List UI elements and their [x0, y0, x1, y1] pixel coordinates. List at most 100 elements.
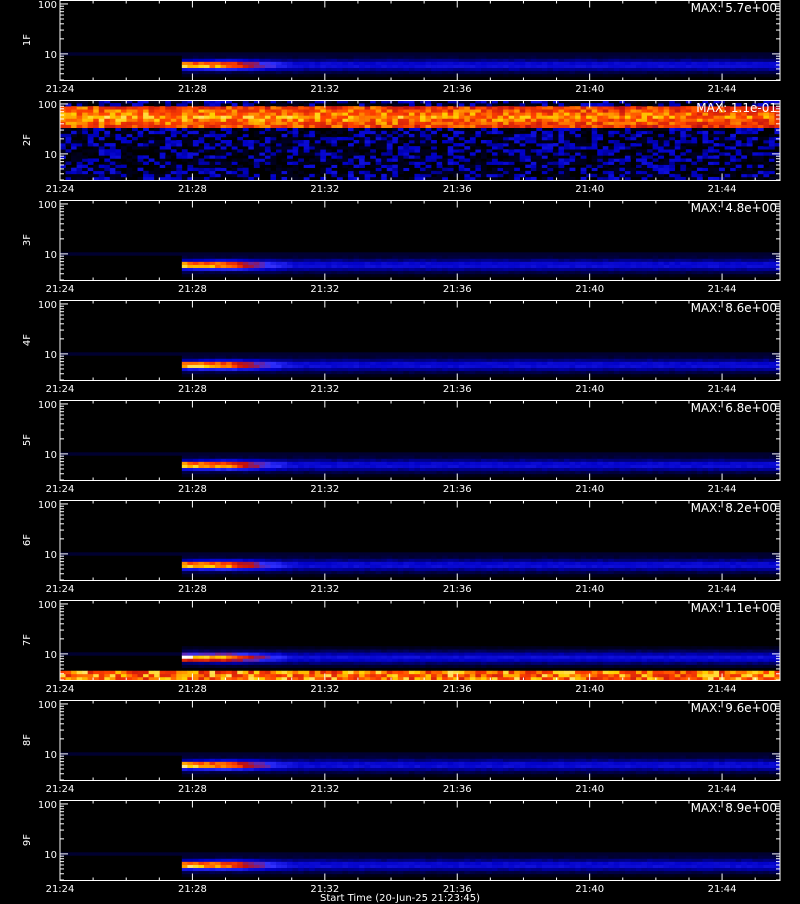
heatmap-cell [254, 65, 260, 68]
heatmap-cell [376, 365, 382, 368]
heatmap-cell [553, 174, 559, 177]
heatmap-cell [414, 352, 420, 355]
heatmap-cell [625, 112, 631, 115]
heatmap-cell [243, 177, 249, 180]
heatmap-cell [387, 165, 393, 168]
heatmap-cell [481, 165, 487, 168]
heatmap-cell [769, 265, 775, 268]
heatmap-cell [143, 171, 149, 174]
heatmap-cell [381, 109, 387, 112]
heatmap-cell [254, 122, 260, 125]
heatmap-cell [398, 134, 404, 137]
heatmap-cell [492, 140, 498, 143]
heatmap-cell [498, 58, 504, 61]
heatmap-cell [509, 146, 515, 149]
heatmap-cell [625, 274, 631, 277]
heatmap-cell [182, 112, 188, 115]
heatmap-cell [708, 162, 714, 165]
heatmap-cell [221, 65, 227, 68]
heatmap-cell [658, 68, 664, 71]
heatmap-cell [464, 58, 470, 61]
heatmap-cell [647, 262, 653, 265]
heatmap-cell [409, 149, 415, 152]
heatmap-cell [691, 262, 697, 265]
heatmap-cell [193, 62, 199, 65]
heatmap-cell [653, 122, 659, 125]
heatmap-cell [204, 58, 210, 61]
heatmap-cell [725, 140, 731, 143]
heatmap-cell [392, 158, 398, 161]
heatmap-cell [265, 58, 271, 61]
heatmap-cell [149, 125, 155, 128]
heatmap-cell [647, 162, 653, 165]
heatmap-cell [348, 74, 354, 77]
heatmap-cell [77, 252, 83, 255]
heatmap-cell [198, 355, 204, 358]
heatmap-cell [752, 171, 758, 174]
heatmap-cell [664, 258, 670, 261]
heatmap-cell [702, 258, 708, 261]
heatmap-cell [198, 74, 204, 77]
heatmap-cell [171, 131, 177, 134]
heatmap-cell [387, 71, 393, 74]
heatmap-cell [398, 74, 404, 77]
heatmap-cell [642, 255, 648, 258]
heatmap-cell [221, 258, 227, 261]
heatmap-cell [287, 140, 293, 143]
heatmap-cell [270, 374, 276, 377]
heatmap-cell [387, 74, 393, 77]
heatmap-cell [719, 262, 725, 265]
heatmap-cell [370, 106, 376, 109]
heatmap-cell [758, 165, 764, 168]
heatmap-cell [126, 152, 132, 155]
heatmap-cell [359, 58, 365, 61]
heatmap-cell [365, 122, 371, 125]
heatmap-cell [93, 112, 99, 115]
heatmap-cell [259, 358, 265, 361]
heatmap-cell [376, 118, 382, 121]
heatmap-cell [420, 258, 426, 261]
heatmap-cell [597, 152, 603, 155]
heatmap-cell [658, 140, 664, 143]
heatmap-cell [348, 71, 354, 74]
heatmap-cell [370, 122, 376, 125]
heatmap-cell [547, 68, 553, 71]
heatmap-cell [93, 252, 99, 255]
heatmap-cell [99, 146, 105, 149]
heatmap-cell [625, 268, 631, 271]
heatmap-cell [326, 355, 332, 358]
heatmap-cell [193, 274, 199, 277]
heatmap-cell [658, 122, 664, 125]
heatmap-cell [403, 52, 409, 55]
heatmap-cell [370, 177, 376, 180]
heatmap-cell [470, 109, 476, 112]
heatmap-cell [570, 128, 576, 131]
heatmap-cell [287, 265, 293, 268]
heatmap-cell [232, 355, 238, 358]
heatmap-cell [774, 125, 780, 128]
heatmap-cell [702, 137, 708, 140]
heatmap-cell [210, 368, 216, 371]
heatmap-cell [647, 55, 653, 58]
heatmap-cell [298, 68, 304, 71]
heatmap-cell [758, 52, 764, 55]
heatmap-cell [320, 368, 326, 371]
heatmap-cell [143, 109, 149, 112]
heatmap-cell [282, 271, 288, 274]
heatmap-cell [331, 274, 337, 277]
heatmap-cell [525, 106, 531, 109]
heatmap-cell [747, 274, 753, 277]
heatmap-cell [354, 165, 360, 168]
heatmap-cell [326, 358, 332, 361]
heatmap-cell [553, 274, 559, 277]
heatmap-cell [531, 58, 537, 61]
heatmap-cell [653, 134, 659, 137]
heatmap-cell [226, 171, 232, 174]
heatmap-cell [475, 262, 481, 265]
heatmap-cell [182, 122, 188, 125]
heatmap-cell [653, 146, 659, 149]
heatmap-cell [636, 252, 642, 255]
heatmap-cell [542, 74, 548, 77]
heatmap-cell [702, 74, 708, 77]
